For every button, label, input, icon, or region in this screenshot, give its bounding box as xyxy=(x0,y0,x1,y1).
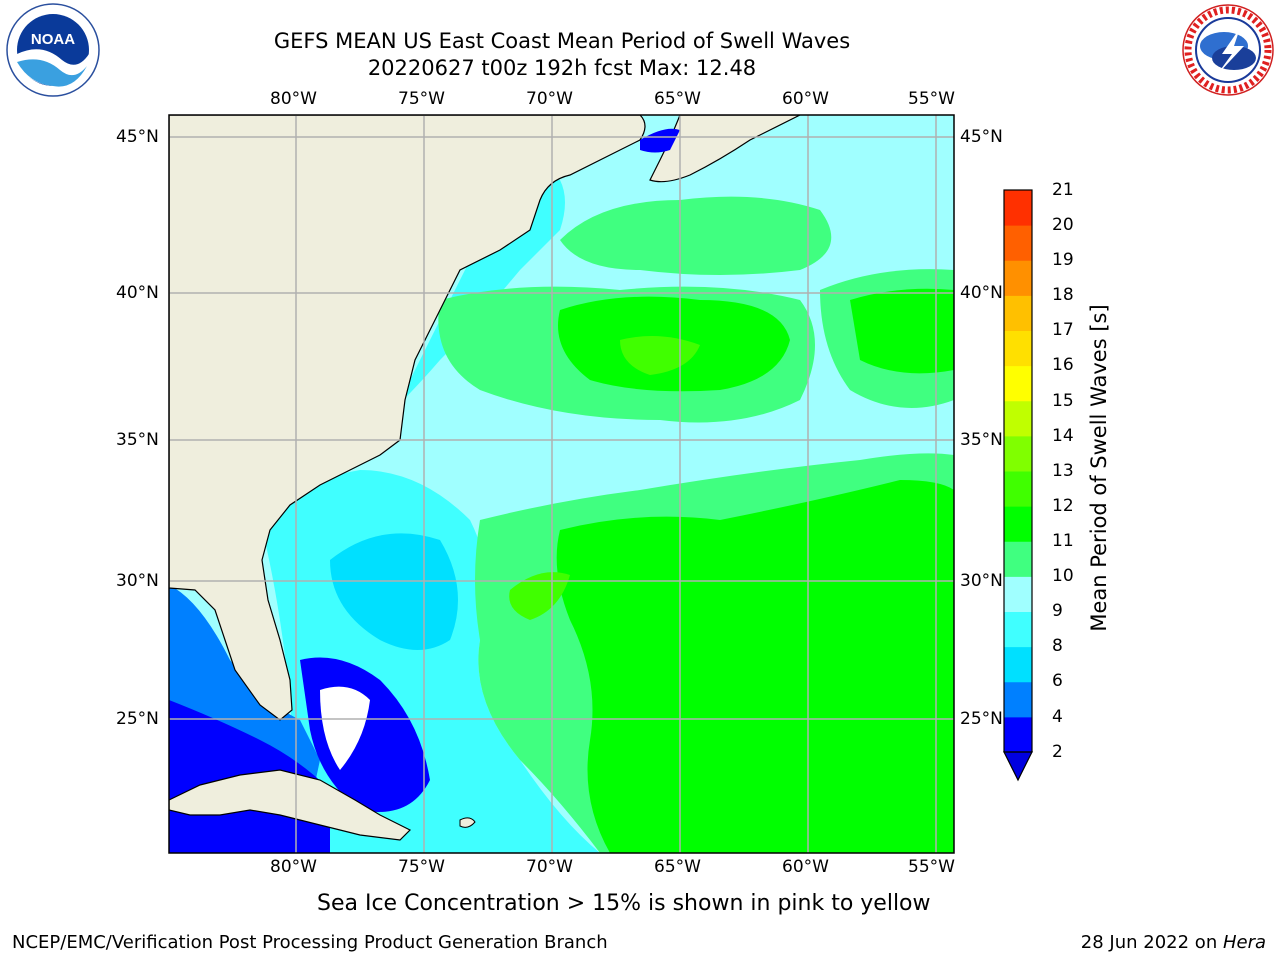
map-gridlines xyxy=(169,115,954,853)
cyan-patch xyxy=(330,533,458,650)
shelf-cyan-north xyxy=(300,175,565,500)
colorbar-segment xyxy=(1004,295,1032,331)
title-line-1: GEFS MEAN US East Coast Mean Period of S… xyxy=(273,29,851,53)
lat-label-right-45n: 45°N xyxy=(960,127,1003,147)
cbar-tick-12: 12 xyxy=(1052,496,1074,516)
lat-label-left-45n: 45°N xyxy=(116,127,159,147)
colorbar-segment xyxy=(1004,681,1032,718)
colorbar-segment xyxy=(1004,506,1032,542)
lat-label-right-35n: 35°N xyxy=(960,430,1003,450)
nws-logo xyxy=(1182,4,1274,96)
lat-label-left-40n: 40°N xyxy=(116,283,159,303)
cbar-tick-15: 15 xyxy=(1052,391,1074,411)
cbar-tick-19: 19 xyxy=(1052,250,1074,270)
cbar-tick-8: 8 xyxy=(1052,636,1063,656)
lon-label-top-80w: 80°W xyxy=(270,89,317,109)
colorbar-tick-labels: 21 20 19 18 17 16 15 14 13 12 11 10 9 8 … xyxy=(1052,180,1092,780)
cbar-tick-6: 6 xyxy=(1052,671,1063,691)
cbar-tick-14: 14 xyxy=(1052,426,1074,446)
noaa-logo: NOAA xyxy=(6,3,100,97)
hispaniola-tip xyxy=(459,817,476,828)
cbar-tick-4: 4 xyxy=(1052,707,1063,727)
green-max-south xyxy=(509,572,570,620)
footer-right: 28 Jun 2022 on Hera xyxy=(1081,932,1266,953)
colorbar-under-arrow xyxy=(1003,751,1033,782)
lon-label-bottom-75w: 75°W xyxy=(398,857,445,877)
title-line-2: 20220627 t00z 192h fcst Max: 12.48 xyxy=(367,56,757,80)
cbar-tick-16: 16 xyxy=(1052,355,1074,375)
colorbar-segment xyxy=(1004,471,1032,507)
cbar-tick-18: 18 xyxy=(1052,285,1074,305)
cbar-tick-11: 11 xyxy=(1052,531,1074,551)
green-patch-north xyxy=(560,196,832,275)
footer-machine: Hera xyxy=(1222,932,1266,953)
cbar-tick-2: 2 xyxy=(1052,742,1063,762)
colorbar-segment xyxy=(1004,716,1032,753)
lat-label-left-25n: 25°N xyxy=(116,709,159,729)
sea-ice-caption: Sea Ice Concentration > 15% is shown in … xyxy=(317,891,931,916)
colorbar xyxy=(1003,189,1033,782)
lon-label-bottom-60w: 60°W xyxy=(782,857,829,877)
colorbar-segment xyxy=(1004,576,1032,612)
lon-label-top-65w: 65°W xyxy=(654,89,701,109)
green-core-east xyxy=(850,288,954,374)
colorbar-segment xyxy=(1004,646,1032,683)
cbar-tick-13: 13 xyxy=(1052,461,1074,481)
lon-label-bottom-70w: 70°W xyxy=(526,857,573,877)
noaa-logo-text: NOAA xyxy=(31,31,75,48)
lat-label-right-40n: 40°N xyxy=(960,283,1003,303)
cbar-tick-21: 21 xyxy=(1052,180,1074,200)
cbar-tick-17: 17 xyxy=(1052,320,1074,340)
colorbar-frame xyxy=(1003,189,1033,753)
colorbar-label: Mean Period of Swell Waves [s] xyxy=(1087,304,1111,632)
colorbar-segment xyxy=(1004,365,1032,402)
lat-label-right-30n: 30°N xyxy=(960,571,1003,591)
colorbar-segment xyxy=(1004,435,1032,472)
lon-label-top-75w: 75°W xyxy=(398,89,445,109)
lon-label-bottom-80w: 80°W xyxy=(270,857,317,877)
lat-label-left-35n: 35°N xyxy=(116,430,159,450)
us-landmass xyxy=(169,115,646,721)
footer-date: 28 Jun 2022 on xyxy=(1080,932,1223,953)
lon-label-top-70w: 70°W xyxy=(526,89,573,109)
map-frame xyxy=(168,114,955,854)
colorbar-segment xyxy=(1004,330,1032,367)
cuba-landmass xyxy=(169,769,412,841)
cbar-tick-10: 10 xyxy=(1052,566,1074,586)
lat-label-right-25n: 25°N xyxy=(960,709,1003,729)
lon-label-top-60w: 60°W xyxy=(782,89,829,109)
footer-left: NCEP/EMC/Verification Post Processing Pr… xyxy=(12,932,608,953)
bay-of-fundy xyxy=(640,128,680,153)
lon-label-bottom-65w: 65°W xyxy=(654,857,701,877)
bahamas-bank-white xyxy=(320,686,370,770)
colorbar-segment xyxy=(1004,541,1032,577)
cbar-tick-9: 9 xyxy=(1052,601,1063,621)
lon-label-top-55w: 55°W xyxy=(908,89,955,109)
lat-label-left-30n: 30°N xyxy=(116,571,159,591)
green-core-south xyxy=(556,480,954,853)
colorbar-segment xyxy=(1004,611,1032,648)
colorbar-segment xyxy=(1004,260,1032,296)
cbar-tick-20: 20 xyxy=(1052,215,1074,235)
colorbar-segment xyxy=(1004,400,1032,437)
colorbar-segment xyxy=(1004,190,1032,226)
colorbar-segment xyxy=(1004,225,1032,261)
lon-label-bottom-55w: 55°W xyxy=(908,857,955,877)
